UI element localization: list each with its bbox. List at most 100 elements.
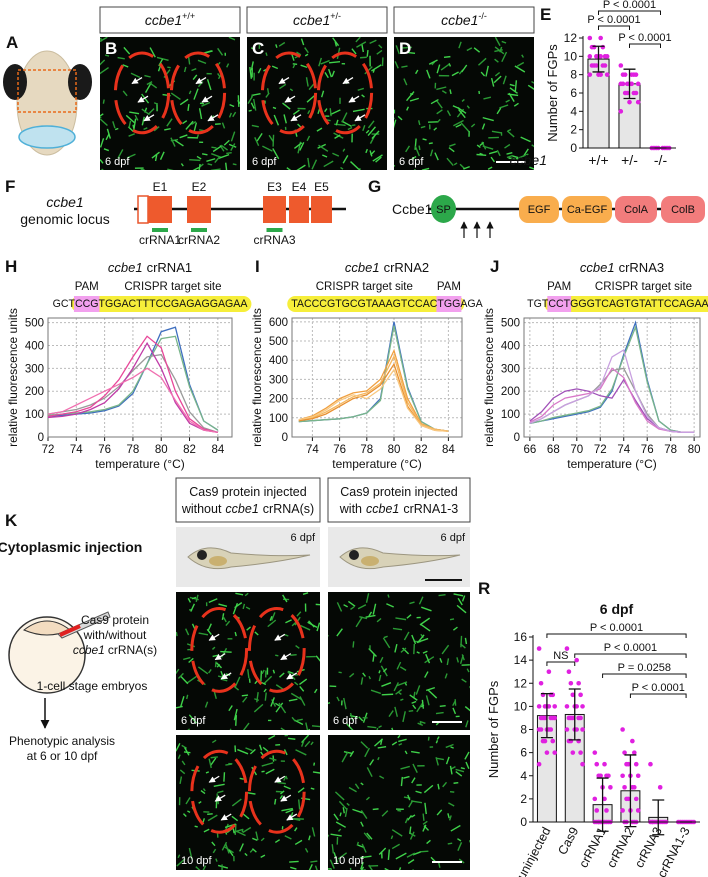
vessel-segment [394,643,398,653]
vessel-segment [446,157,454,166]
vessel-segment [352,808,363,814]
vessel-segment [340,166,344,170]
vessel-segment [272,669,276,674]
melt-curve [298,348,449,432]
vessel-segment [490,156,495,163]
melt-curve [47,341,218,434]
vessel-segment [465,720,469,728]
data-point [620,81,626,87]
vessel-segment [426,839,431,845]
vessel-segment [451,71,459,77]
x-tick-label: 82 [415,444,428,456]
x-tick-label: 74 [617,444,630,456]
data-point [598,72,603,77]
vessel-segment [416,701,424,713]
vessel-segment [117,149,124,159]
data-point [633,761,639,767]
vessel-segment [512,155,519,159]
vessel-segment [256,692,259,703]
guide-label: crRNA1 [139,233,181,247]
vessel-segment [242,826,252,834]
header-line: with ccbe1 crRNA1-3 [339,502,459,516]
vessel-segment [299,141,305,151]
vessel-segment [464,706,470,712]
vessel-segment [180,163,184,167]
melt-curve [47,367,218,434]
vessel-segment [105,133,110,141]
x-tick-label: 82 [183,444,196,456]
vessel-segment [448,63,452,67]
y-tick-label: 6 [520,746,527,760]
vessel-segment [509,83,515,87]
vessel-segment [174,139,184,147]
y-tick-label: 400 [269,355,288,367]
vessel-segment [351,48,357,55]
vessel-segment [412,851,421,856]
vessel-segment [122,90,128,97]
comparison-bracket [602,673,687,678]
yolk [209,556,227,566]
vessel-segment [211,841,216,847]
vessel-segment [188,657,194,664]
stage-label: 6 dpf [399,156,424,168]
vessel-segment [220,144,228,151]
vessel-segment [299,696,306,706]
vessel-segment [374,738,384,747]
domain [661,196,705,223]
text-part: -/- [478,11,487,21]
vessel-segment [368,611,373,617]
vessel-segment [176,858,186,867]
vessel-segment [455,123,462,128]
vessel-segment [144,82,152,93]
vessel-segment [397,115,403,121]
y-tick-label: 0 [570,141,577,155]
vessel-segment [299,685,305,692]
vessel-segment [265,768,275,775]
arrow [284,95,296,103]
exon-label: E4 [292,180,307,194]
error-bar [568,688,581,741]
vessel-segment [205,50,213,54]
arrow [274,775,286,783]
data-point [564,646,570,651]
vessel-segment [496,149,501,157]
vessel-segment [441,90,447,94]
vessel-segment [423,784,434,794]
y-tick-label: 0 [520,815,527,829]
error-bar [592,45,605,73]
text-part: ccbe1 [580,260,615,275]
vessel-segment [282,594,288,603]
eye [349,550,359,560]
vessel-segment [177,754,181,759]
vessel-segment [409,601,415,605]
vessel-segment [290,866,297,870]
vessel-segment [304,847,309,853]
vessel-segment [176,631,178,637]
vessel-segment [105,54,110,57]
vessel-segment [435,740,439,744]
vessel-segment [407,859,415,865]
x-tick-label: 80 [688,444,701,456]
vessel-segment [418,145,421,151]
vessel-segment [188,714,197,724]
data-point [570,692,576,698]
vessel-segment [395,45,400,55]
melt-curve [529,324,695,434]
vessel-segment [339,812,342,817]
vessel-segment [252,98,257,111]
vessel-segment [370,150,376,156]
vessel-segment [504,143,511,149]
vessel-segment [294,839,303,846]
vessel-segment [181,744,188,749]
data-point [542,715,548,721]
vessel-segment [437,783,440,790]
x-label: ccbe1 [510,152,547,168]
vessel-segment [217,73,221,78]
x-tick-label: 80 [155,444,168,456]
vessel-segment [213,783,225,787]
vessel-segment [371,130,380,140]
vessel-segment [507,93,519,97]
vessel-segment [379,775,385,780]
fgp-cluster [247,607,306,693]
vessel-segment [399,666,407,671]
